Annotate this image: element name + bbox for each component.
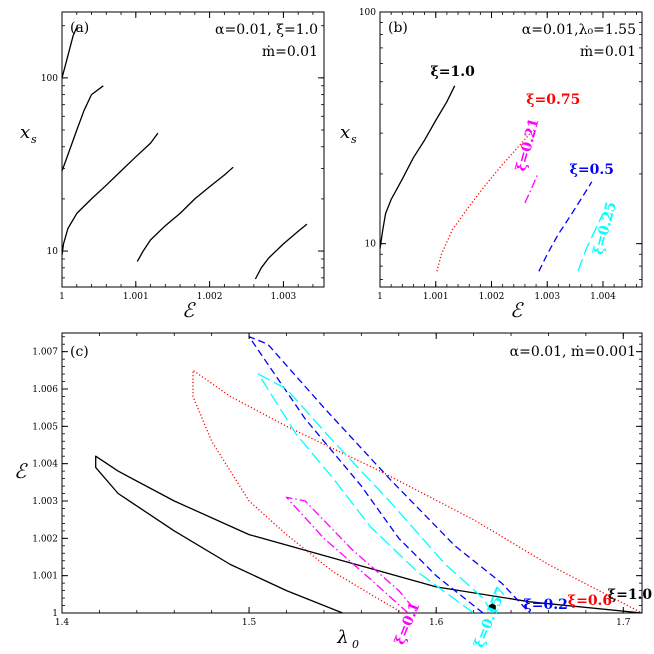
panel-b-ylabel-sub: s	[351, 133, 357, 146]
x-tick-label-b: 1.004	[590, 292, 616, 302]
series-line-c-0	[95, 455, 642, 613]
panel-a-params: α=0.01, ξ=1.0	[215, 22, 318, 38]
panel-b-params: α=0.01,λ₀=1.55	[522, 22, 636, 38]
y-tick-label-c: 1.003	[32, 497, 58, 507]
series-label-c-1: ξ=0.6	[568, 593, 612, 609]
panel-b-mdot: ṁ=0.01	[580, 44, 636, 60]
y-tick-label-a: 10	[47, 247, 59, 257]
y-tick-label-c: 1.005	[32, 422, 58, 432]
y-tick-label-c: 1.007	[32, 348, 58, 358]
x-tick-label-b: 1.003	[534, 292, 560, 302]
series-line-c-3	[257, 373, 493, 613]
panel-c-label: (c)	[70, 344, 89, 360]
x-tick-label-c: 1.4	[55, 618, 70, 628]
panel-b: 1 1.001 1.002 1.003 1.004 10 100 ξ=1.0 ξ=0.75 ξ=0…	[340, 8, 643, 322]
y-tick-label-c: 1.006	[32, 385, 58, 395]
panel-a-ylabel: x	[20, 122, 30, 143]
series-label-c-4: ξ=0.1	[392, 600, 423, 647]
series-line-a-4	[254, 223, 308, 280]
series-line-b-0	[380, 85, 456, 249]
y-tick-label-b: 100	[359, 8, 376, 18]
series-line-a-2	[62, 132, 159, 255]
series-line-c-2	[248, 336, 531, 613]
marker-point	[488, 603, 496, 612]
panel-c-xlabel: λ	[336, 627, 348, 648]
series-line-c-4	[285, 496, 418, 613]
x-tick-label-b: 1	[377, 292, 383, 302]
panel-b-xlabel: ℰ	[510, 298, 524, 322]
panel-a-label: (a)	[70, 20, 89, 36]
series-label-b-2: ξ=0.21	[513, 117, 542, 173]
series-label-b-1: ξ=0.75	[526, 92, 580, 108]
y-tick-label-c: 1	[52, 609, 58, 619]
panel-a-mdot: ṁ=0.01	[262, 44, 318, 60]
panel-b-frame	[379, 11, 643, 288]
series-label-c-2: ξ=0.2	[524, 597, 568, 613]
panel-a-xlabel: ℰ	[182, 298, 196, 322]
x-tick-label-a: 1	[59, 292, 65, 302]
x-tick-label-a: 1.001	[123, 292, 149, 302]
x-tick-label-c: 1.5	[242, 618, 257, 628]
y-tick-label-c: 1.002	[32, 534, 58, 544]
panel-a-ylabel-sub: s	[31, 133, 37, 146]
x-tick-label-b: 1.002	[479, 292, 505, 302]
series-line-b-4	[577, 213, 604, 272]
panel-b-label: (b)	[388, 20, 408, 36]
x-tick-label-a: 1.003	[271, 292, 297, 302]
panel-c-ylabel: ℰ	[14, 459, 28, 483]
series-label-b-4: ξ=0.25	[590, 200, 619, 256]
series-label-c-0: ξ=1.0	[608, 587, 653, 603]
y-tick-label-c: 1.004	[32, 460, 58, 470]
series-line-b-2	[524, 173, 539, 204]
panel-b-ylabel: x	[340, 122, 350, 143]
x-tick-label-c: 1.6	[429, 618, 444, 628]
panel-c-xlabel-sub: 0	[352, 638, 359, 651]
series-label-b-0: ξ=1.0	[431, 64, 476, 80]
series-line-a-1	[62, 85, 104, 172]
y-tick-label-c: 1.001	[32, 572, 58, 582]
series-label-b-3: ξ=0.5	[570, 162, 614, 178]
series-line-a-0	[62, 25, 79, 79]
panel-a-frame	[61, 11, 325, 288]
series-line-b-3	[538, 181, 593, 272]
series-label-c-3: ξ=0.157	[471, 585, 510, 650]
y-tick-label-b: 10	[365, 240, 377, 250]
y-tick-label-a: 100	[41, 74, 58, 84]
series-line-a-3	[136, 166, 234, 262]
x-tick-label-a: 1.002	[197, 292, 223, 302]
panel-c: 1.4 1.5 1.6 1.7 1 1.001 1.002 1.003 1.004 1.005 1.…	[14, 332, 653, 651]
panel-c-frame	[61, 332, 643, 614]
x-tick-label-b: 1.001	[423, 292, 449, 302]
series-line-c-1	[192, 369, 642, 613]
x-tick-label-c: 1.7	[616, 618, 631, 628]
panel-c-params: α=0.01, ṁ=0.001	[510, 344, 636, 360]
